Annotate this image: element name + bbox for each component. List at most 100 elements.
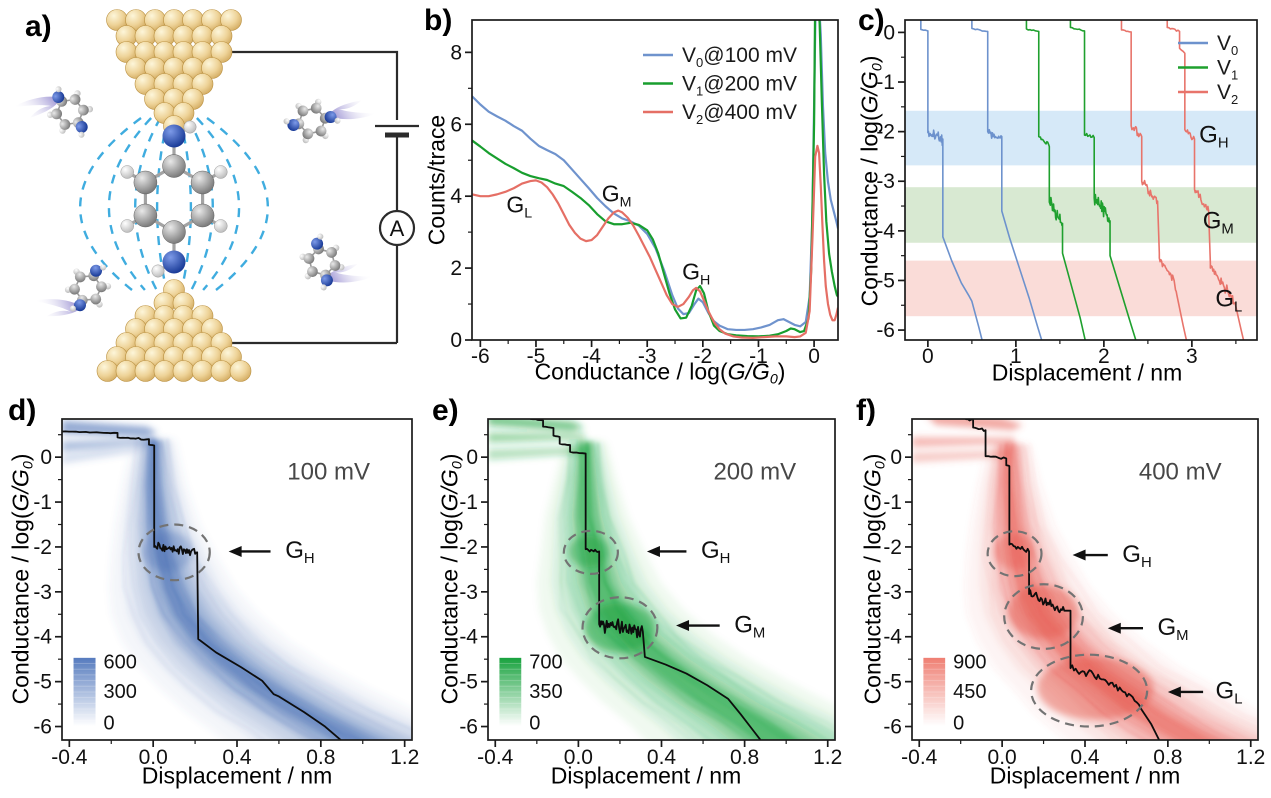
- panel-letter-e: e): [432, 394, 459, 427]
- series-V1-200mV: [472, 20, 838, 338]
- nitrogen-atom: [162, 250, 186, 274]
- x-tick-label: -0.4: [51, 746, 88, 769]
- molecule-tail: [330, 100, 377, 120]
- panel-letter-a: a): [25, 10, 52, 43]
- colorbar-label: 450: [953, 681, 986, 703]
- y-tick-label: -5: [883, 671, 902, 694]
- y-tick-label: -2: [459, 536, 478, 559]
- y-axis-title-e: Conductance / log(G/G0): [436, 453, 466, 705]
- annotation-text: GH: [682, 259, 710, 289]
- x-tick-label: 2: [1098, 345, 1110, 368]
- x-tick-label: 0.4: [222, 746, 252, 769]
- annotation-text: GM: [734, 611, 765, 641]
- x-tick-label: -0.4: [477, 746, 514, 769]
- dashed-ellipse: [986, 530, 1043, 578]
- colorbar-label: 350: [529, 681, 562, 703]
- trace-example-trace: [529, 419, 762, 740]
- nitrogen-atom: [162, 124, 186, 148]
- dashed-ellipse: [1030, 653, 1149, 728]
- trace-V1-trace-2: [1069, 20, 1137, 340]
- trace-example-trace: [62, 430, 343, 740]
- panel-letter-d: d): [8, 394, 37, 427]
- annotation-text: GL: [1216, 678, 1243, 708]
- annotation-text: 400 mV: [1139, 459, 1222, 486]
- circuit-wire: [232, 50, 419, 345]
- annotation-text: V0: [1217, 32, 1238, 58]
- colorbar: [499, 657, 522, 727]
- plot-frame: [471, 19, 839, 341]
- free-molecule: [283, 98, 377, 144]
- y-tick-label: -5: [33, 671, 52, 694]
- annotation-text: GM: [1158, 614, 1189, 644]
- y-axis-title-f: Conductance / log(G/G0): [859, 453, 889, 705]
- x-tick-label: -2: [693, 345, 712, 368]
- annotation-text: GH: [701, 537, 730, 567]
- panel-letter-b: b): [424, 4, 453, 37]
- x-tick-label: 0.0: [139, 746, 168, 769]
- y-tick-label: 0: [40, 446, 52, 469]
- colorbar-label: 0: [529, 712, 540, 734]
- dashed-ellipse: [137, 523, 211, 582]
- x-tick-label: -3: [638, 345, 657, 368]
- y-tick-label: 0: [450, 329, 462, 352]
- x-tick-label: -1: [749, 345, 768, 368]
- x-axis-title-d: Displacement / nm: [141, 762, 333, 789]
- annotation-text: 100 mV: [287, 459, 370, 486]
- y-axis-title-d: Conductance / log(G/G0): [7, 453, 37, 705]
- molecule-tail: [326, 263, 374, 283]
- y-tick-label: 0: [466, 446, 478, 469]
- x-tick-label: 3: [1186, 345, 1198, 368]
- annotation-text: GM: [602, 181, 632, 211]
- y-tick-label: -3: [33, 581, 52, 604]
- x-tick-label: 1.2: [813, 746, 842, 769]
- x-tick-label: 0.8: [1153, 746, 1182, 769]
- colorbar-label: 0: [953, 712, 964, 734]
- panel-f-2d-histogram-400mv: 400 mV GH GM GL 900 450 0 -0.4 0.0 0.4 0.8 1.2 0 -1 -2…: [883, 418, 1265, 769]
- colorbar-label: 600: [104, 652, 137, 674]
- y-tick-label: -1: [876, 71, 895, 94]
- dashed-ellipse: [1003, 583, 1085, 650]
- x-tick-label: 0.8: [306, 746, 335, 769]
- y-tick-label: -5: [459, 671, 478, 694]
- y-tick-label: -3: [883, 581, 902, 604]
- gold-electrode-top: [106, 9, 242, 137]
- x-tick-label: -6: [471, 345, 490, 368]
- trace-V1-trace-1: [1025, 20, 1086, 340]
- x-tick-label: 0.0: [564, 746, 593, 769]
- y-tick-label: -6: [459, 716, 478, 739]
- y-tick-label: -2: [883, 536, 902, 559]
- trace-example-trace: [962, 419, 1161, 740]
- panel-e-2d-histogram-200mv: 200 mV GH GM 700 350 0 -0.4 0.0 0.4 0.8 1.2 0 -1 -2 -3…: [459, 418, 842, 769]
- x-tick-label: -0.4: [901, 746, 938, 769]
- y-tick-label: -4: [876, 220, 895, 243]
- annotation-text: V0@100 mV: [682, 44, 797, 70]
- x-tick-label: 0.0: [988, 746, 1017, 769]
- x-tick-label: 1.2: [390, 746, 419, 769]
- annotation-text: GH: [1122, 541, 1151, 571]
- y-tick-label: -1: [33, 491, 52, 514]
- band-GL: [905, 260, 1257, 317]
- annotation-text: GL: [506, 191, 532, 221]
- ammeter-label: A: [390, 216, 405, 241]
- panel-a-schematic: A: [12, 9, 419, 382]
- molecule-tail: [33, 299, 80, 317]
- y-tick-label: 4: [450, 185, 462, 208]
- x-tick-label: 0: [808, 345, 820, 368]
- colorbar: [73, 657, 96, 727]
- y-axis-title-c: Conductance / log(G/G0): [856, 55, 886, 307]
- trace-V0-trace-2: [971, 20, 1043, 340]
- annotation-text: V2: [1217, 81, 1238, 107]
- y-tick-label: -4: [459, 626, 478, 649]
- plot-frame: [904, 19, 1258, 341]
- x-axis-title-c: Displacement / nm: [991, 359, 1183, 386]
- ammeter-icon: [378, 209, 416, 247]
- free-molecule: [12, 86, 94, 138]
- x-tick-label: 1.2: [1236, 746, 1265, 769]
- y-tick-label: -5: [876, 269, 895, 292]
- y-tick-label: -6: [876, 319, 895, 342]
- free-molecule: [33, 264, 112, 317]
- x-tick-label: 0.4: [647, 746, 677, 769]
